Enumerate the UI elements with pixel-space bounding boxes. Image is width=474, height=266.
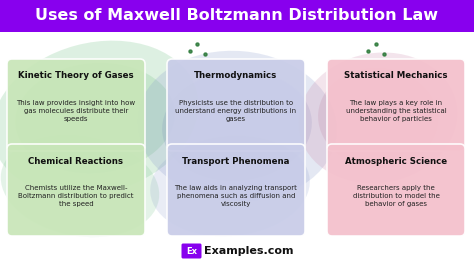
Ellipse shape <box>299 52 457 184</box>
FancyBboxPatch shape <box>0 0 474 32</box>
FancyBboxPatch shape <box>327 144 465 236</box>
FancyBboxPatch shape <box>7 144 145 236</box>
Ellipse shape <box>15 63 175 173</box>
Ellipse shape <box>318 68 438 168</box>
Text: The law aids in analyzing transport
phenomena such as diffusion and
viscosity: The law aids in analyzing transport phen… <box>174 185 298 207</box>
Text: Transport Phenomena: Transport Phenomena <box>182 156 290 165</box>
Text: Statistical Mechanics: Statistical Mechanics <box>344 72 448 81</box>
Ellipse shape <box>1 135 159 237</box>
Ellipse shape <box>150 136 310 236</box>
Text: Physicists use the distribution to
understand energy distributions in
gases: Physicists use the distribution to under… <box>175 100 297 122</box>
Text: Researchers apply the
distribution to model the
behavior of gases: Researchers apply the distribution to mo… <box>353 185 439 207</box>
FancyBboxPatch shape <box>167 144 305 236</box>
Text: The law plays a key role in
understanding the statistical
behavior of particles: The law plays a key role in understandin… <box>346 100 447 122</box>
Text: Uses of Maxwell Boltzmann Distribution Law: Uses of Maxwell Boltzmann Distribution L… <box>36 9 438 23</box>
FancyBboxPatch shape <box>327 59 465 151</box>
Text: Chemical Reactions: Chemical Reactions <box>28 156 124 165</box>
Text: Atmospheric Science: Atmospheric Science <box>345 156 447 165</box>
Text: This law provides insight into how
gas molecules distribute their
speeds: This law provides insight into how gas m… <box>17 100 136 122</box>
Text: Examples.com: Examples.com <box>204 246 293 256</box>
Text: Chemists utilize the Maxwell-
Boltzmann distribution to predict
the speed: Chemists utilize the Maxwell- Boltzmann … <box>18 185 134 207</box>
Ellipse shape <box>0 41 198 195</box>
Text: Kinetic Theory of Gases: Kinetic Theory of Gases <box>18 72 134 81</box>
Ellipse shape <box>162 71 312 181</box>
Text: Ex: Ex <box>186 247 197 256</box>
Text: Thermodynamics: Thermodynamics <box>194 72 278 81</box>
FancyBboxPatch shape <box>182 243 201 259</box>
FancyBboxPatch shape <box>167 59 305 151</box>
Ellipse shape <box>137 51 337 201</box>
FancyBboxPatch shape <box>7 59 145 151</box>
